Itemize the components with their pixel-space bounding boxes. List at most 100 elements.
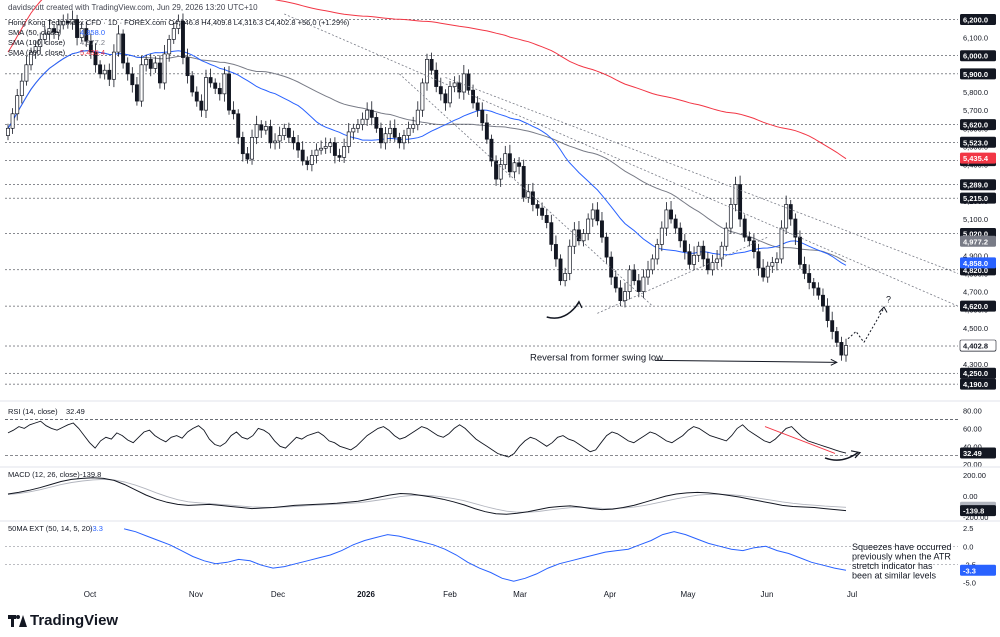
candle-body: [728, 204, 733, 229]
candle: [563, 267, 568, 287]
candle-body: [517, 162, 522, 167]
candle: [383, 127, 388, 150]
ext-last-badge-bg: [960, 564, 996, 576]
candle: [365, 102, 370, 126]
candle-body: [33, 46, 38, 53]
tradingview-brand[interactable]: TradingView: [8, 612, 118, 629]
candle: [448, 80, 452, 108]
candle-body: [383, 133, 388, 144]
candle-body: [816, 287, 821, 296]
candle-body: [461, 73, 466, 93]
price-value-badge: 5,435.4: [960, 152, 996, 164]
price-level-badge-label: 6,000.0: [963, 52, 988, 61]
candle: [572, 222, 577, 255]
price-y-tick: 5,800.0: [963, 88, 988, 97]
candle: [236, 109, 241, 145]
price-y-tick: 4,900.0: [963, 251, 988, 260]
ext-annotation-line: stretch indicator has: [852, 561, 933, 571]
candle-body: [102, 69, 107, 75]
candle-body: [839, 342, 844, 356]
ext-annotation-line: Squeezes have occurred: [852, 542, 952, 552]
candle: [623, 282, 627, 308]
candle: [475, 96, 480, 117]
candle: [116, 25, 121, 57]
candle: [93, 43, 98, 73]
candle-body: [305, 160, 310, 165]
candle-body: [402, 135, 406, 144]
candle: [673, 214, 678, 234]
candle-body: [678, 227, 683, 242]
candle: [176, 14, 181, 35]
candle-body: [245, 153, 250, 160]
candle-body: [194, 91, 199, 102]
candle-body: [425, 59, 429, 84]
candle: [337, 148, 342, 162]
annotation-arrowhead: [830, 358, 838, 366]
candle-body: [530, 191, 535, 205]
candle-body: [259, 124, 264, 131]
candle-body: [296, 142, 301, 151]
candle: [494, 155, 499, 186]
candle: [199, 94, 204, 117]
candle: [627, 265, 632, 300]
candle-body: [342, 146, 347, 158]
price-panel: 6,100.06,000.05,900.05,800.05,700.05,600…: [5, 0, 997, 390]
price-y-tick: 5,700.0: [963, 106, 988, 115]
candle: [581, 228, 586, 247]
candle-body: [332, 142, 337, 156]
ext-y-tick: -5.0: [963, 579, 976, 588]
candle-body: [498, 164, 503, 180]
candle-body: [774, 258, 779, 263]
candle: [604, 232, 609, 264]
candle-body: [581, 233, 586, 242]
candle: [618, 280, 623, 307]
candle-body: [811, 282, 816, 289]
candle: [374, 112, 379, 133]
candle-body: [314, 149, 319, 156]
candle-body: [148, 59, 153, 69]
price-y-tick: 4,500.0: [963, 324, 988, 333]
candle-body: [70, 19, 75, 24]
x-axis-label: Jul: [847, 590, 857, 599]
candle-body: [388, 127, 393, 135]
candle-body: [346, 131, 351, 147]
ext-legend-label: 50MA EXT (50, 14, 5, 20): [8, 524, 93, 533]
uptrend-line: [597, 236, 768, 314]
candle: [305, 156, 310, 171]
rsi-legend-value: 32.49: [66, 407, 85, 416]
price-value-badge-label: 4,402.8: [963, 342, 988, 351]
candle-body: [710, 262, 715, 271]
candle: [802, 256, 807, 280]
candle-body: [494, 160, 499, 180]
candle-body: [600, 220, 604, 238]
candle: [61, 14, 66, 30]
candle: [429, 52, 434, 75]
candle: [38, 32, 43, 55]
price-level-badge: 5,900.0: [960, 68, 996, 80]
candle: [788, 199, 793, 226]
candle-body: [807, 273, 812, 283]
downtrend-line-mid: [445, 77, 959, 274]
candle-body: [480, 109, 485, 124]
candle-body: [793, 218, 798, 238]
candle: [484, 113, 489, 144]
sma-200-line: [7, 0, 847, 160]
price-level-badge-bg: [960, 119, 996, 131]
projection-question-mark: ?: [886, 294, 891, 304]
price-value-badge-bg: [960, 257, 996, 269]
candle: [641, 269, 646, 299]
candle: [811, 277, 816, 296]
candle: [646, 260, 650, 285]
rsi-y-tick: 60.00: [963, 424, 982, 433]
price-level-badge: 6,200.0: [960, 13, 996, 25]
candle-body: [277, 135, 282, 142]
candle: [388, 120, 393, 142]
candle: [710, 254, 715, 276]
candle: [521, 159, 526, 202]
price-value-badge-label: 4,977.2: [963, 237, 988, 246]
candle: [793, 213, 798, 245]
candle-body: [392, 127, 397, 138]
rsi-last-badge-bg: [960, 447, 996, 459]
